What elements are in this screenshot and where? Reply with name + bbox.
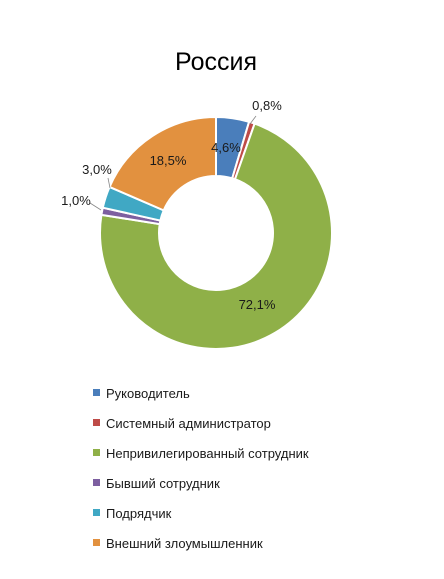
legend-label: Подрядчик	[106, 506, 172, 521]
leader-line	[249, 115, 257, 125]
data-label: 18,5%	[150, 153, 187, 168]
legend-swatch	[93, 539, 100, 546]
legend-label: Бывший сотрудник	[106, 476, 220, 491]
leader-line	[107, 177, 111, 189]
donut-slices	[99, 115, 333, 350]
legend-swatch	[93, 509, 100, 516]
data-label: 0,8%	[252, 98, 282, 113]
leader-line	[89, 202, 102, 211]
data-labels: 4,6% 0,8% 72,1% 1,0% 3,0% 18,5%	[61, 98, 282, 312]
legend-label: Непривилегированный сотрудник	[106, 446, 309, 461]
data-label: 1,0%	[61, 193, 91, 208]
donut-slice	[99, 122, 333, 350]
legend-label: Системный администратор	[106, 416, 271, 431]
chart-title: Россия	[175, 48, 257, 76]
donut-slice	[108, 115, 217, 212]
legend-swatch	[93, 479, 100, 486]
legend: Руководитель Системный администратор Непри…	[93, 386, 309, 551]
data-label: 3,0%	[82, 162, 112, 177]
legend-label: Внешний злоумышленник	[106, 536, 263, 551]
legend-swatch	[93, 449, 100, 456]
legend-swatch	[93, 419, 100, 426]
data-label: 4,6%	[211, 140, 241, 155]
data-label: 72,1%	[239, 297, 276, 312]
legend-label: Руководитель	[106, 386, 190, 401]
legend-swatch	[93, 389, 100, 396]
